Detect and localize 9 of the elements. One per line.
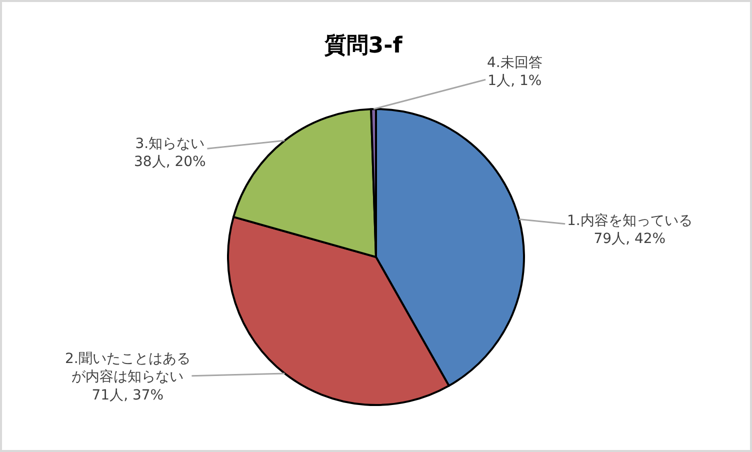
- data-label: 71人, 37%: [92, 387, 164, 404]
- slice-label: 1.内容を知っている: [567, 213, 692, 229]
- data-label: 1人, 1%: [488, 73, 542, 90]
- chart-title: 質問3-f: [323, 32, 403, 58]
- slice-label: 2.聞いたことはあるが内容は知らない: [65, 351, 190, 386]
- data-label: 79人, 42%: [594, 231, 666, 248]
- slice-label: 4.未回答: [487, 55, 542, 71]
- slice-label: 3.知らない: [135, 136, 205, 152]
- data-label: 38人, 20%: [134, 154, 206, 170]
